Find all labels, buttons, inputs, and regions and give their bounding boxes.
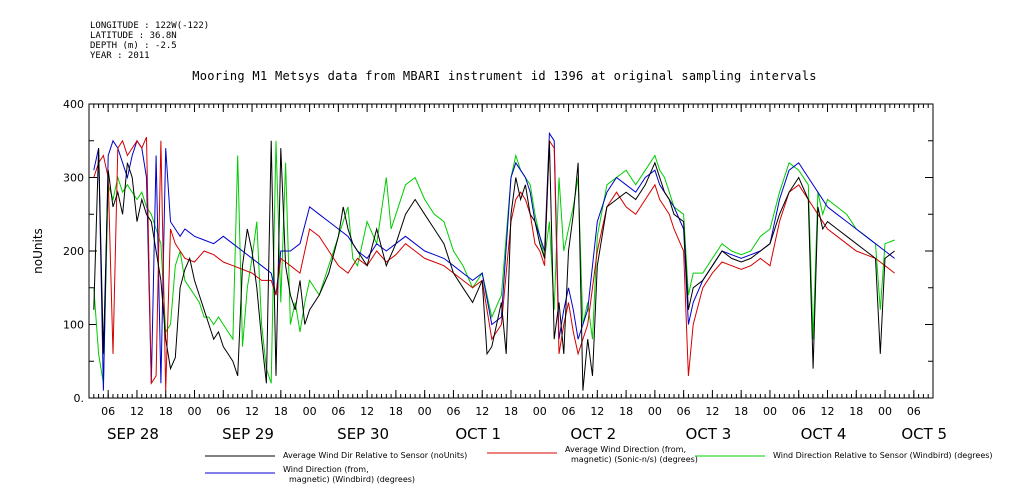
- x-hour-label: 12: [705, 405, 719, 418]
- metadata-block: LONGITUDE : 122W(-122) LATITUDE : 36.8N …: [90, 21, 209, 61]
- x-day-label: OCT 2: [570, 425, 616, 443]
- x-hour-label: 00: [648, 405, 662, 418]
- x-day-label: SEP 28: [107, 425, 159, 443]
- x-hour-label: 12: [245, 405, 259, 418]
- x-hour-label: 06: [907, 405, 921, 418]
- x-hour-label: 18: [849, 405, 863, 418]
- x-hour-label: 00: [188, 405, 202, 418]
- chart-title: Mooring M1 Metsys data from MBARI instru…: [192, 69, 817, 83]
- x-hour-label: 12: [475, 405, 489, 418]
- x-hour-label: 06: [677, 405, 691, 418]
- x-hour-label: 00: [533, 405, 547, 418]
- x-hour-label: 00: [878, 405, 892, 418]
- x-hour-label: 12: [130, 405, 144, 418]
- x-hour-label: 18: [389, 405, 403, 418]
- x-hour-label: 06: [101, 405, 115, 418]
- x-hour-label: 06: [331, 405, 345, 418]
- x-day-label: SEP 30: [337, 425, 389, 443]
- x-day-label: OCT 4: [801, 425, 847, 443]
- series-line-1: [93, 136, 895, 391]
- legend-label-1-line2: magnetic) (Sonic-n/s) (degrees): [571, 455, 698, 464]
- x-hour-label: 00: [418, 405, 432, 418]
- x-hour-label: 06: [562, 405, 576, 418]
- x-day-label: OCT 3: [686, 425, 732, 443]
- y-tick-label: 400: [63, 98, 84, 111]
- y-tick-label: 0.: [74, 392, 85, 405]
- y-tick-label: 200: [63, 245, 84, 258]
- x-hour-label: 12: [360, 405, 374, 418]
- legend-label-2: Wind Direction Relative to Sensor (Windb…: [773, 451, 993, 460]
- x-hour-label: 00: [763, 405, 777, 418]
- x-hour-label: 18: [159, 405, 173, 418]
- y-tick-label: 100: [63, 319, 84, 332]
- series-line-2: [93, 140, 895, 384]
- x-hour-label: 12: [821, 405, 835, 418]
- series-line-0: [93, 140, 895, 391]
- x-hour-label: 18: [734, 405, 748, 418]
- latitude-label: LATITUDE : 36.8N: [90, 31, 177, 41]
- x-day-label: OCT 1: [455, 425, 501, 443]
- series-line-3: [93, 131, 895, 391]
- x-hour-label: 12: [590, 405, 604, 418]
- legend-label-1: Average Wind Direction (from,: [565, 445, 686, 454]
- x-hour-label: 18: [619, 405, 633, 418]
- depth-label: DEPTH (m) : -2.5: [90, 41, 177, 51]
- x-hour-label: 06: [216, 405, 230, 418]
- y-tick-label: 300: [63, 172, 84, 185]
- x-hour-label: 18: [274, 405, 288, 418]
- x-day-label: SEP 29: [222, 425, 274, 443]
- plot-frame: [88, 103, 934, 399]
- legend-label-0: Average Wind Dir Relative to Sensor (noU…: [283, 451, 467, 460]
- longitude-label: LONGITUDE : 122W(-122): [90, 21, 210, 31]
- legend-label-3-line2: magnetic) (Windbird) (degrees): [289, 475, 415, 484]
- year-label: YEAR : 2011: [90, 51, 150, 61]
- y-axis-label: noUnits: [31, 228, 45, 274]
- x-hour-label: 06: [446, 405, 460, 418]
- x-hour-label: 06: [792, 405, 806, 418]
- x-day-label: OCT 5: [901, 425, 947, 443]
- x-hour-label: 00: [303, 405, 317, 418]
- x-hour-label: 18: [504, 405, 518, 418]
- legend-label-3: Wind Direction (from,: [283, 465, 369, 474]
